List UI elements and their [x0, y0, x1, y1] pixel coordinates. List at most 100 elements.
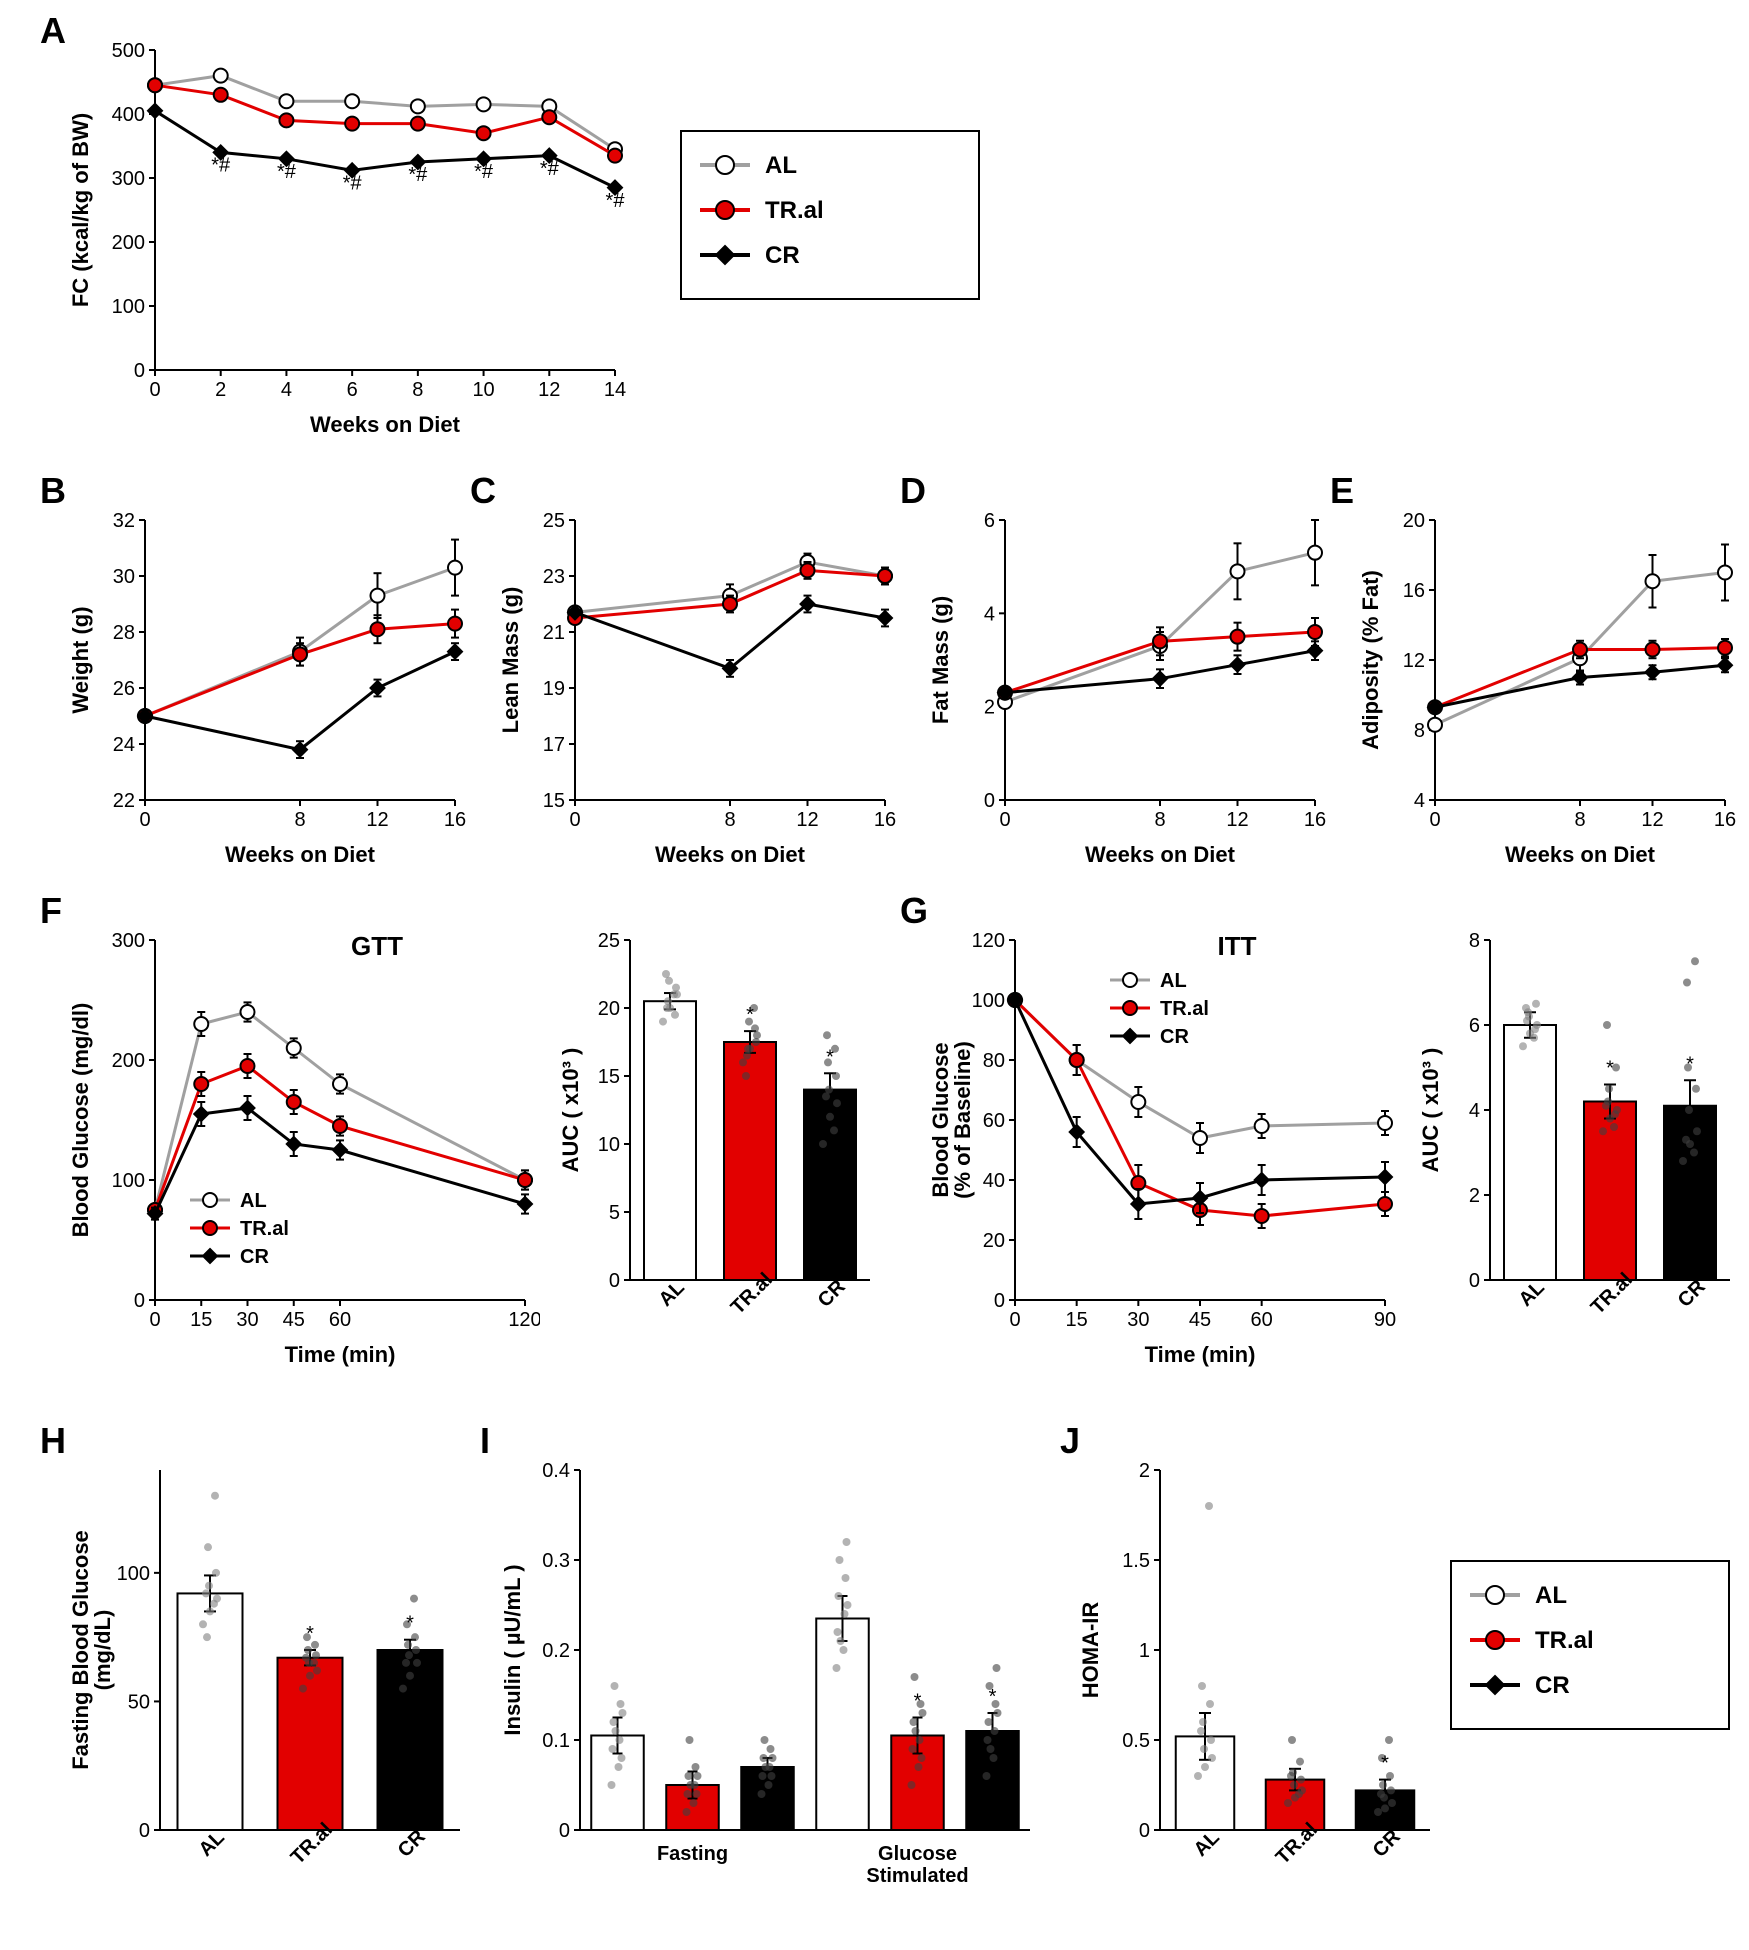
chart-F-bar: 0510152025AUC ( x10³ )AL*TR.al*CR	[560, 920, 880, 1380]
svg-text:0: 0	[139, 809, 150, 831]
svg-text:0: 0	[1469, 1270, 1480, 1292]
legend-top: ALTR.alCR	[680, 130, 980, 300]
svg-text:*: *	[306, 1623, 314, 1645]
svg-text:CR: CR	[765, 242, 800, 269]
svg-text:8: 8	[1469, 930, 1480, 952]
svg-text:32: 32	[113, 510, 135, 532]
svg-text:CR: CR	[1160, 1026, 1189, 1048]
svg-text:45: 45	[283, 1309, 305, 1331]
svg-text:Blood Glucose (mg/dl): Blood Glucose (mg/dl)	[70, 1003, 93, 1238]
svg-text:15: 15	[190, 1309, 212, 1331]
svg-text:400: 400	[112, 104, 145, 126]
svg-text:*#: *#	[408, 164, 428, 186]
svg-text:0: 0	[1139, 1820, 1150, 1842]
svg-text:0: 0	[139, 1820, 150, 1842]
svg-text:21: 21	[543, 622, 565, 644]
svg-text:100: 100	[972, 990, 1005, 1012]
svg-text:24: 24	[113, 734, 135, 756]
svg-text:6: 6	[1469, 1015, 1480, 1037]
svg-text:AL: AL	[1535, 1582, 1567, 1609]
svg-text:2: 2	[215, 379, 226, 401]
svg-text:TR.al: TR.al	[1160, 998, 1209, 1020]
svg-text:0: 0	[134, 360, 145, 382]
svg-text:16: 16	[874, 809, 896, 831]
svg-text:Time (min): Time (min)	[285, 1342, 396, 1367]
svg-text:CR: CR	[1535, 1672, 1570, 1699]
svg-text:28: 28	[113, 622, 135, 644]
svg-text:100: 100	[112, 1170, 145, 1192]
svg-text:0.2: 0.2	[542, 1640, 570, 1662]
svg-text:*: *	[826, 1046, 834, 1068]
svg-text:4: 4	[281, 379, 292, 401]
svg-text:2: 2	[984, 697, 995, 719]
svg-text:10: 10	[598, 1134, 620, 1156]
svg-text:*#: *#	[540, 158, 560, 180]
svg-text:300: 300	[112, 930, 145, 952]
svg-text:(mg/dL): (mg/dL)	[90, 1610, 115, 1691]
chart-I: 00.10.20.30.4Insulin ( µU/mL )Fasting**G…	[500, 1450, 1040, 1930]
svg-text:0.4: 0.4	[542, 1460, 570, 1482]
svg-text:12: 12	[1226, 809, 1248, 831]
svg-text:15: 15	[598, 1066, 620, 1088]
svg-text:Insulin ( µU/mL ): Insulin ( µU/mL )	[500, 1564, 525, 1735]
svg-text:Glucose: Glucose	[878, 1843, 957, 1865]
panel-label-B: B	[40, 470, 66, 512]
svg-text:16: 16	[1304, 809, 1326, 831]
svg-text:60: 60	[983, 1110, 1005, 1132]
svg-text:12: 12	[1403, 650, 1425, 672]
svg-text:4: 4	[984, 603, 995, 625]
svg-text:25: 25	[598, 930, 620, 952]
svg-text:100: 100	[112, 296, 145, 318]
svg-text:8: 8	[412, 379, 423, 401]
svg-text:Weeks on Diet: Weeks on Diet	[310, 412, 461, 437]
legend-bottom: AL TR.al CR	[1450, 1560, 1730, 1730]
svg-text:AL: AL	[240, 1190, 267, 1212]
panel-label-C: C	[470, 470, 496, 512]
svg-text:20: 20	[983, 1230, 1005, 1252]
svg-text:TR.al: TR.al	[1535, 1627, 1594, 1654]
svg-text:AL: AL	[1515, 1277, 1549, 1311]
svg-text:AL: AL	[1160, 970, 1187, 992]
svg-text:4: 4	[1414, 790, 1425, 812]
svg-text:TR.al: TR.al	[765, 197, 824, 224]
svg-text:15: 15	[543, 790, 565, 812]
svg-text:23: 23	[543, 566, 565, 588]
svg-text:26: 26	[113, 678, 135, 700]
svg-text:Weeks on Diet: Weeks on Diet	[1505, 842, 1656, 867]
chart-G-line: 02040608010012001530456090Time (min)Bloo…	[930, 920, 1400, 1380]
chart-A: 010020030040050002468101214Weeks on Diet…	[70, 30, 630, 450]
svg-text:Weight (g): Weight (g)	[70, 606, 93, 713]
svg-text:AUC ( x10³ ): AUC ( x10³ )	[1420, 1048, 1443, 1173]
svg-text:1: 1	[1139, 1640, 1150, 1662]
svg-text:8: 8	[1414, 720, 1425, 742]
panel-label-F: F	[40, 890, 62, 932]
svg-text:*: *	[1606, 1058, 1614, 1080]
svg-text:Fasting: Fasting	[657, 1843, 728, 1865]
svg-text:CR: CR	[240, 1246, 269, 1268]
svg-text:HOMA-IR: HOMA-IR	[1080, 1602, 1103, 1699]
svg-text:16: 16	[444, 809, 466, 831]
chart-H: 050100Fasting Blood Glucose(mg/dL)AL*TR.…	[70, 1450, 470, 1930]
svg-text:AUC ( x10³ ): AUC ( x10³ )	[560, 1048, 583, 1173]
svg-text:16: 16	[1714, 809, 1736, 831]
panel-label-D: D	[900, 470, 926, 512]
svg-text:Lean Mass (g): Lean Mass (g)	[500, 587, 523, 734]
svg-text:20: 20	[1403, 510, 1425, 532]
chart-J: 00.511.52HOMA-IRALTR.al*CR	[1080, 1450, 1440, 1930]
svg-text:GTT: GTT	[351, 931, 403, 961]
svg-text:50: 50	[128, 1691, 150, 1713]
svg-text:0: 0	[609, 1270, 620, 1292]
svg-text:*#: *#	[343, 173, 363, 195]
svg-text:30: 30	[113, 566, 135, 588]
svg-text:Stimulated: Stimulated	[866, 1865, 968, 1887]
svg-text:0: 0	[149, 379, 160, 401]
svg-text:AL: AL	[195, 1827, 229, 1861]
svg-text:200: 200	[112, 232, 145, 254]
panel-label-J: J	[1060, 1420, 1080, 1462]
svg-text:Weeks on Diet: Weeks on Diet	[1085, 842, 1236, 867]
chart-E: 48121620081216Weeks on DietAdiposity (% …	[1360, 500, 1740, 880]
svg-text:*: *	[406, 1613, 414, 1635]
svg-text:TR.al: TR.al	[240, 1218, 289, 1240]
svg-text:4: 4	[1469, 1100, 1480, 1122]
svg-text:12: 12	[538, 379, 560, 401]
